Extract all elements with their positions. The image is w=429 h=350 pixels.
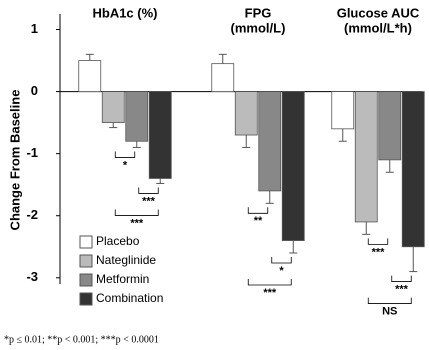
y-tick-label: 0 (31, 83, 38, 98)
bar (78, 60, 102, 92)
legend-swatch (79, 292, 93, 306)
significance-bracket (271, 256, 292, 264)
significance-bracket (114, 151, 136, 158)
significance-bracket (367, 238, 389, 245)
significance-bracket (391, 275, 412, 282)
significance-label: ** (254, 215, 263, 227)
legend-swatch (79, 235, 93, 249)
significance-label: * (279, 265, 284, 277)
significance-bracket (138, 187, 159, 194)
y-tick-label: 1 (31, 21, 38, 36)
legend-label: Nateglinide (96, 253, 156, 267)
significance-label: * (123, 159, 128, 171)
significance-label: *** (263, 287, 277, 299)
bar (211, 63, 235, 92)
significance-label: NS (382, 305, 397, 317)
category-label: HbA1c (%) (92, 5, 157, 20)
legend-label: Metformin (96, 272, 149, 286)
significance-bracket (247, 207, 269, 214)
footnote: *p ≤ 0.01; **p < 0.001; ***p < 0.0001 (4, 334, 159, 345)
category-label: (mmol/L*h) (344, 20, 412, 35)
y-tick-label: -1 (26, 145, 38, 160)
legend-swatch (79, 273, 93, 287)
bar (354, 91, 378, 223)
bar (148, 91, 172, 179)
bar (401, 91, 425, 248)
bar (101, 91, 125, 124)
bar (378, 91, 402, 161)
significance-label: *** (130, 217, 144, 229)
legend-swatch (79, 254, 93, 268)
significance-bracket (114, 209, 159, 216)
bar (281, 91, 305, 241)
y-tick-label: -3 (26, 269, 38, 284)
significance-label: *** (142, 195, 156, 207)
significance-bracket (367, 297, 412, 304)
significance-label: *** (372, 246, 386, 258)
y-tick-label: -2 (26, 207, 38, 222)
legend-label: Placebo (96, 234, 140, 248)
category-label: Glucose AUC (337, 5, 420, 20)
significance-bracket (247, 278, 292, 286)
legend-label: Combination (96, 291, 163, 305)
y-axis-label: Change From Baseline (7, 90, 22, 231)
significance-label: *** (395, 283, 409, 295)
bar (234, 91, 258, 136)
bar (258, 91, 282, 192)
category-label: (mmol/L) (231, 20, 286, 35)
bar (331, 91, 355, 130)
bar (125, 91, 149, 142)
category-label: FPG (245, 5, 272, 20)
